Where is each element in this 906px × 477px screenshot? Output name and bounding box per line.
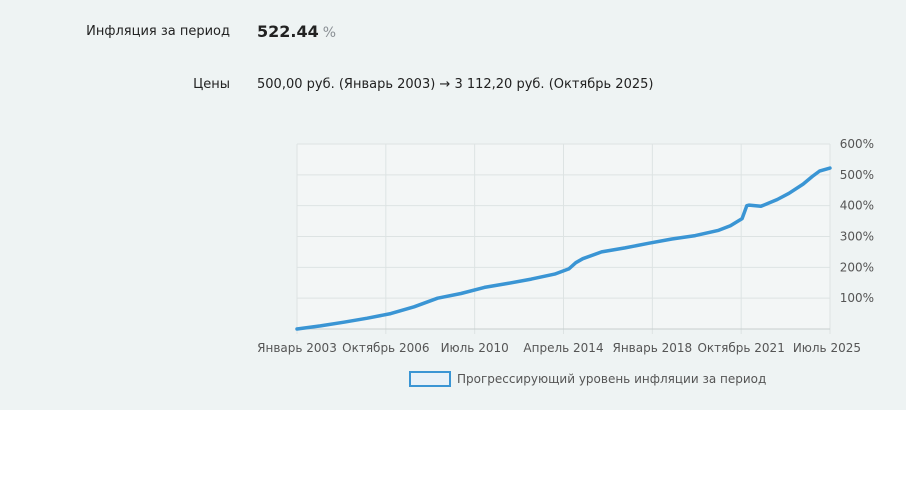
- y-tick-label: 500%: [840, 168, 874, 182]
- inflation-unit: %: [322, 25, 337, 41]
- y-tick-label: 600%: [840, 137, 874, 151]
- x-tick-label: Октябрь 2006: [342, 341, 429, 355]
- y-tick-label: 200%: [840, 260, 874, 274]
- prices-label: Цены: [193, 77, 230, 92]
- legend-label: Прогрессирующий уровень инфляции за пери…: [457, 372, 766, 386]
- x-tick-label: Июль 2010: [441, 341, 509, 355]
- y-tick-label: 100%: [840, 291, 874, 305]
- x-tick-label: Июль 2025: [793, 341, 861, 355]
- x-tick-label: Октябрь 2021: [697, 341, 784, 355]
- x-tick-label: Январь 2018: [613, 341, 693, 355]
- prices-value: 500,00 руб. (Январь 2003) → 3 112,20 руб…: [257, 77, 654, 92]
- inflation-label: Инфляция за период: [86, 24, 230, 39]
- y-tick-label: 300%: [840, 230, 874, 244]
- inflation-chart: 100% 200% 300% 400% 500% 600% Январь 2003 Октяб…: [257, 137, 874, 387]
- y-tick-label: 400%: [840, 199, 874, 213]
- x-tick-label: Апрель 2014: [523, 341, 603, 355]
- inflation-series-line: [295, 166, 832, 331]
- inflation-result-panel: Инфляция за период 522.44% Цены 500,00 р…: [0, 0, 906, 410]
- x-tick-label: Январь 2003: [257, 341, 337, 355]
- chart-legend[interactable]: Прогрессирующий уровень инфляции за пери…: [409, 371, 766, 387]
- legend-swatch: [409, 371, 451, 387]
- inflation-value-group: 522.44%: [257, 22, 336, 41]
- inflation-value: 522.44: [257, 22, 319, 41]
